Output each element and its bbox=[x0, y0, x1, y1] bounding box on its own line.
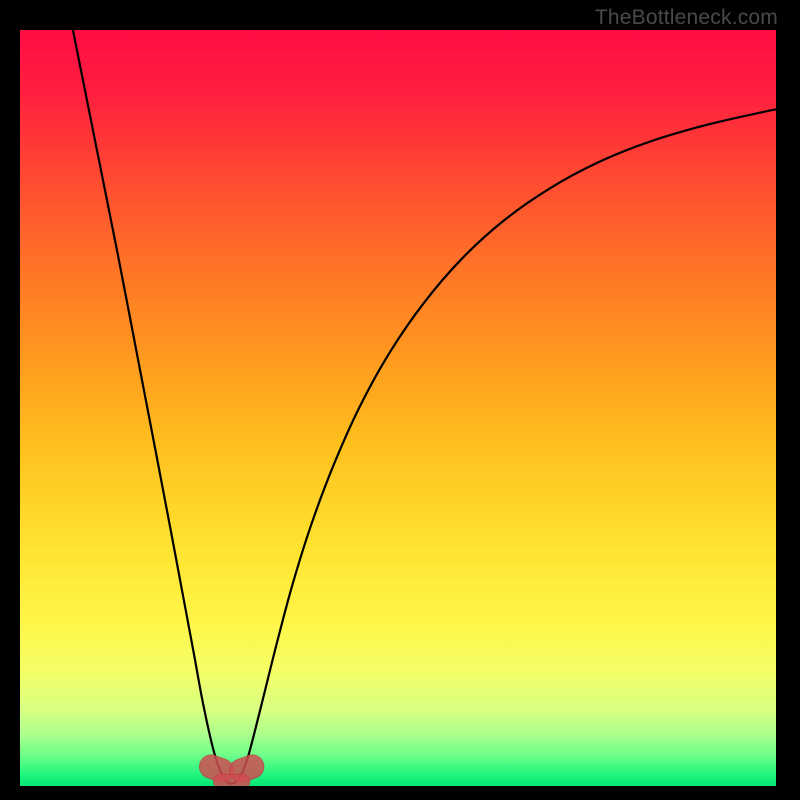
plot-area bbox=[20, 30, 776, 786]
valley-marker bbox=[214, 774, 250, 786]
watermark-text: TheBottleneck.com bbox=[595, 6, 778, 30]
valley-markers bbox=[196, 752, 267, 786]
bottleneck-curve bbox=[73, 30, 776, 784]
curve-layer bbox=[20, 30, 776, 786]
plot-frame bbox=[20, 30, 776, 786]
